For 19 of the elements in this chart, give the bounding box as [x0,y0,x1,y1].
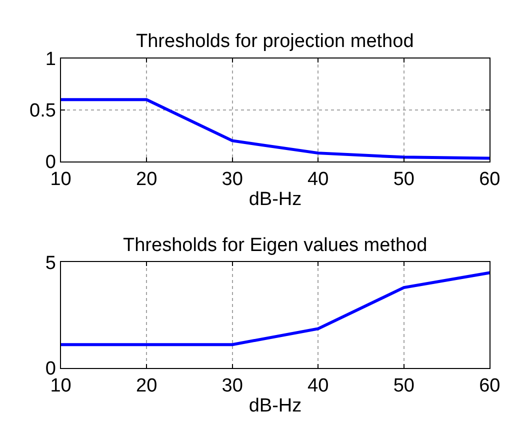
x-tick-label: 40 [308,376,329,397]
y-tick-label: 0.5 [30,100,56,122]
chart-title: Thresholds for Eigen values method [123,235,428,256]
x-axis-title: dB-Hz [248,395,302,416]
x-tick-label: 20 [136,376,158,397]
x-tick-label: 20 [136,169,158,190]
x-tick-label: 60 [479,169,500,190]
x-tick-label: 40 [308,169,329,190]
x-tick-label: 50 [393,169,414,190]
x-tick-label: 50 [393,376,414,397]
y-tick-label: 5 [45,252,56,274]
chart-title: Thresholds for projection method [136,31,414,52]
x-tick-label: 30 [222,169,243,190]
line-series [60,271,490,346]
x-tick-label: 30 [222,376,243,397]
y-tick-label: 1 [45,49,56,70]
line-series [60,98,490,160]
x-axis-title: dB-Hz [248,188,302,210]
x-tick-label: 60 [479,376,500,397]
